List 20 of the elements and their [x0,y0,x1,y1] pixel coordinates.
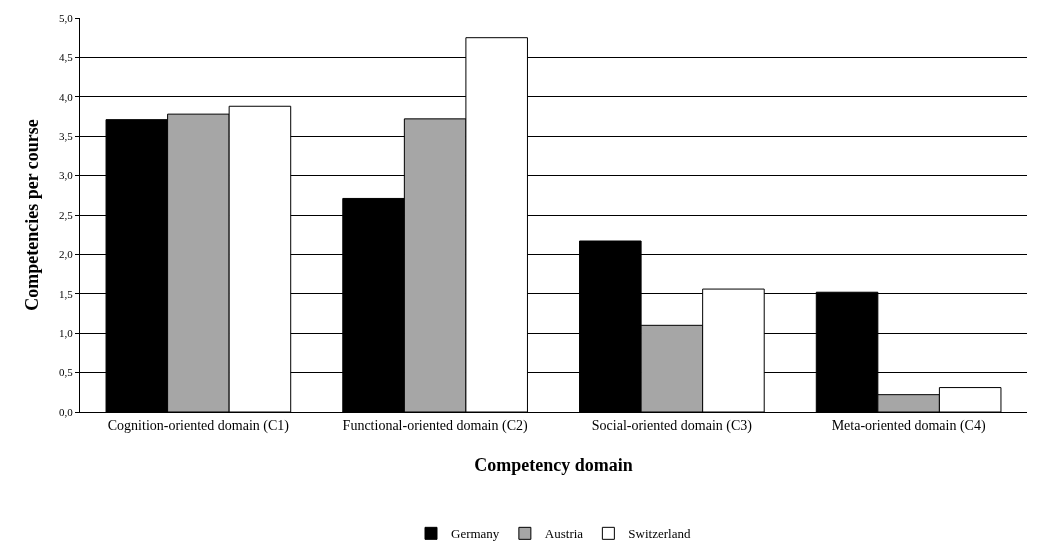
y-tick-label: 0,5 [59,366,74,379]
x-tick-label: Cognition-oriented domain (C1) [107,417,290,434]
y-tick-label: 2,5 [59,208,74,221]
legend-label: Germany [451,526,500,542]
legend-label: Switzerland [628,526,691,542]
x-axis-title: Competency domain [474,454,633,475]
legend-label: Austria [544,526,584,542]
y-tick-label: 3,5 [59,130,74,143]
y-tick-label: 2,0 [59,248,74,261]
x-tick-label: Functional-oriented domain (C2) [342,417,528,434]
y-tick-label: 4,0 [59,90,74,103]
y-tick-label: 4,5 [59,51,74,64]
y-axis-title: Competencies per course [22,119,43,311]
y-tick-label: 1,0 [59,327,74,340]
y-tick-label: 1,5 [59,287,74,300]
y-tick-label: 3,0 [59,169,74,182]
x-tick-label: Meta-oriented domain (C4) [831,417,986,434]
x-tick-label: Social-oriented domain (C3) [591,417,753,434]
y-tick-label: 0,0 [59,405,74,418]
y-tick-label: 5,0 [59,11,74,24]
